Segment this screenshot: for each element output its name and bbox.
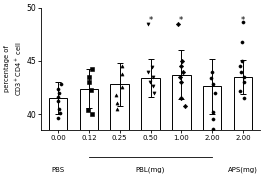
Point [120, 72, 124, 75]
Point [56, 100, 60, 103]
Point [211, 128, 215, 130]
Point [181, 70, 185, 73]
Point [178, 81, 183, 84]
Text: *: * [148, 16, 153, 25]
Point [152, 91, 156, 94]
Point [87, 81, 91, 84]
Point [177, 75, 182, 78]
Point [238, 89, 242, 92]
Text: *: * [241, 16, 245, 25]
Point [211, 111, 215, 113]
Point [57, 91, 61, 94]
Text: PBL(mg): PBL(mg) [136, 167, 165, 173]
Point [145, 70, 150, 73]
Y-axis label: percentage of
CD3$^+$CD4$^+$ cell: percentage of CD3$^+$CD4$^+$ cell [4, 42, 24, 96]
Text: *: * [179, 16, 183, 25]
Point [179, 65, 183, 68]
Point [114, 107, 119, 110]
Point [115, 102, 119, 105]
Text: APS(mg): APS(mg) [228, 167, 258, 173]
Point [57, 107, 61, 110]
Bar [80, 89, 98, 183]
Point [86, 108, 90, 111]
Bar [234, 77, 252, 183]
Point [59, 83, 63, 86]
Point [90, 68, 94, 71]
Point [179, 97, 183, 100]
Point [114, 94, 118, 96]
Bar [203, 86, 221, 183]
Point [120, 65, 125, 68]
Point [55, 96, 60, 98]
Point [150, 75, 155, 78]
Point [239, 59, 244, 62]
Bar [141, 78, 160, 183]
Point [240, 40, 244, 43]
Point [176, 22, 180, 25]
Point [148, 81, 152, 84]
Point [90, 113, 95, 115]
Point [89, 88, 93, 91]
Point [209, 76, 213, 79]
Point [182, 104, 187, 107]
Point [241, 20, 246, 23]
Point [210, 70, 214, 73]
Point [242, 75, 246, 78]
Point [180, 59, 184, 62]
Point [55, 87, 60, 90]
Point [211, 118, 215, 121]
Point [146, 22, 150, 25]
Point [213, 91, 218, 94]
Point [120, 86, 124, 89]
Point [211, 83, 215, 86]
Bar [49, 98, 67, 183]
Text: PBS: PBS [51, 167, 65, 173]
Point [56, 117, 60, 120]
Point [238, 65, 242, 68]
Bar [172, 75, 191, 183]
Point [239, 70, 243, 73]
Point [242, 81, 246, 84]
Point [150, 85, 155, 88]
Point [149, 66, 154, 69]
Bar [110, 84, 129, 183]
Point [87, 75, 92, 78]
Point [58, 112, 62, 115]
Point [242, 97, 247, 100]
